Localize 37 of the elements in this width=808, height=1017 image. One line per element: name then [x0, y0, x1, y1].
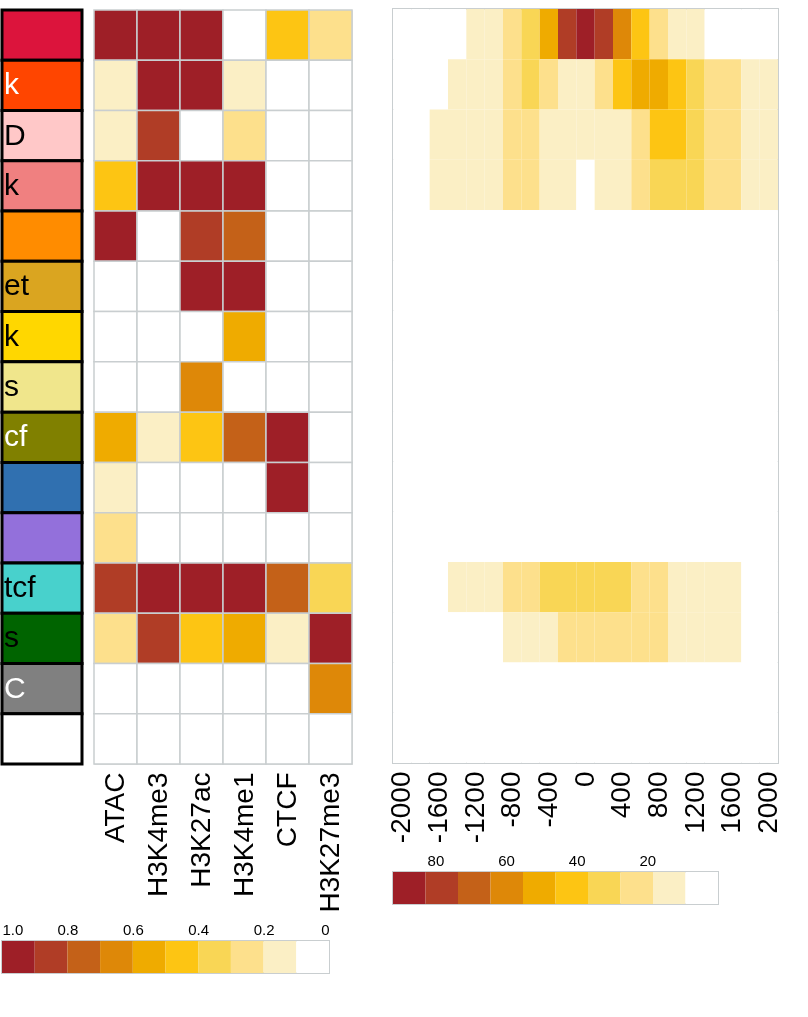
- y-tick-label: s: [4, 369, 19, 402]
- y-tick-label: et: [4, 268, 30, 302]
- color-bar-label: 40: [568, 851, 586, 869]
- color-bar-label: 20: [639, 851, 657, 869]
- x-tick-label: 400: [605, 771, 637, 819]
- x-tick-label: CTCF: [270, 772, 302, 848]
- color-bar-label: 0.8: [57, 920, 79, 938]
- y-tick-label: k: [4, 67, 20, 101]
- y-tick-label: tcf: [4, 570, 37, 604]
- y-tick-label: D: [4, 117, 26, 151]
- x-tick-label: H3K27me3: [313, 772, 345, 913]
- color-bar-label: 1.0: [2, 920, 24, 938]
- y-tick-label: s: [4, 620, 19, 654]
- x-tick-label: 1600: [715, 771, 747, 834]
- x-tick-label: 1200: [678, 771, 710, 834]
- x-tick-label: -800: [495, 771, 527, 828]
- color-bar-label: 80: [427, 851, 445, 869]
- y-tick-label: cf: [4, 419, 28, 453]
- x-tick-label: -1200: [458, 771, 490, 844]
- y-tick-label: k: [4, 167, 20, 201]
- x-tick-label: ATAC: [98, 772, 130, 844]
- color-bar-label: 0.2: [253, 920, 275, 938]
- x-tick-label: H3K4me1: [227, 772, 259, 898]
- x-tick-label: -2000: [385, 771, 417, 844]
- x-tick-label: 0: [568, 771, 600, 788]
- color-bar-label: 60: [498, 851, 515, 869]
- x-tick-label: H3K4me3: [141, 772, 173, 898]
- x-tick-label: -1600: [421, 771, 453, 844]
- x-tick-label: 800: [641, 771, 673, 819]
- x-tick-label: -400: [531, 771, 563, 828]
- y-tick-label: C: [4, 670, 26, 704]
- y-tick-label: k: [4, 318, 20, 352]
- x-tick-label: H3K27ac: [184, 772, 216, 888]
- color-bar-label: 0.4: [188, 920, 210, 938]
- color-bar-label: 0.6: [122, 920, 144, 938]
- color-bar-label: 0: [321, 920, 330, 938]
- x-tick-label: 2000: [751, 771, 783, 834]
